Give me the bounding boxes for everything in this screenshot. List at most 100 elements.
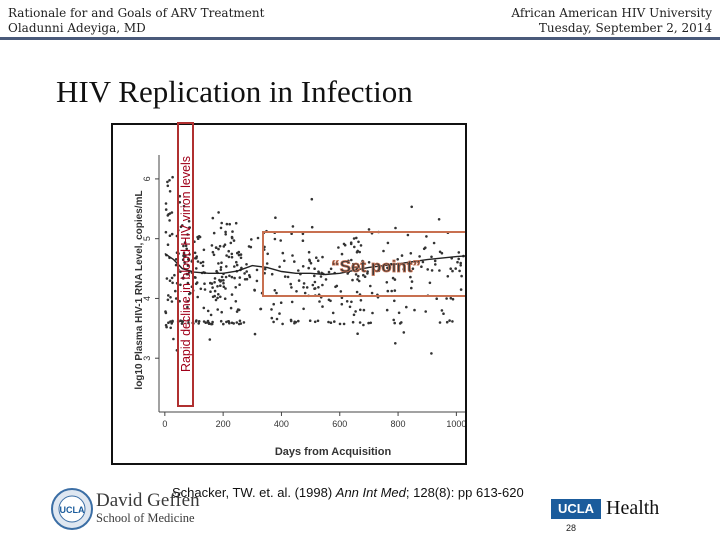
scatter-point <box>283 259 286 263</box>
scatter-point <box>174 258 178 261</box>
scatter-point <box>432 241 436 245</box>
scatter-point <box>196 260 200 263</box>
header-left: Rationale for and Goals of ARV Treatment… <box>8 6 264 36</box>
scatter-point <box>345 300 349 303</box>
scatter-point <box>340 296 344 299</box>
scatter-point <box>178 201 182 204</box>
scatter-point <box>181 258 185 261</box>
scatter-point <box>208 338 212 341</box>
scatter-point <box>425 235 428 238</box>
scatter-point <box>231 230 234 233</box>
scatter-point <box>202 320 206 323</box>
scatter-point <box>164 202 168 205</box>
scatter-point <box>211 286 214 289</box>
scatter-point <box>170 300 174 303</box>
scatter-point <box>291 254 294 257</box>
scatter-point <box>278 265 281 269</box>
scatter-point <box>435 297 439 300</box>
scatter-point <box>253 332 257 336</box>
scatter-point <box>400 254 404 257</box>
scatter-point <box>242 321 246 324</box>
scatter-point <box>308 258 311 262</box>
scatter-point <box>289 282 292 286</box>
scatter-point <box>307 250 311 254</box>
scatter-point <box>370 291 374 295</box>
scatter-point <box>301 239 305 242</box>
scatter-point <box>329 299 332 303</box>
scatter-point <box>313 267 316 270</box>
scatter-point <box>202 248 206 252</box>
scatter-point <box>186 281 190 285</box>
scatter-point <box>219 266 223 269</box>
scatter-point <box>243 278 247 281</box>
scatter-point <box>256 236 260 240</box>
x-ticks: 020040060080010001200 <box>162 412 465 429</box>
scatter-point <box>340 252 344 256</box>
scatter-point <box>219 268 223 272</box>
scatter-point <box>250 238 253 241</box>
scatter-point <box>279 239 282 242</box>
x-tick-label: 200 <box>216 419 231 429</box>
scatter-point <box>238 283 241 286</box>
scatter-point <box>366 272 369 275</box>
scatter-point <box>459 261 463 265</box>
scatter-point <box>451 269 454 273</box>
scatter-point <box>167 321 170 324</box>
scatter-point <box>210 322 214 326</box>
scatter-point <box>213 277 217 280</box>
scatter-point <box>377 269 381 273</box>
scatter-point <box>310 225 314 229</box>
scatter-point <box>329 321 333 324</box>
scatter-point <box>356 278 359 281</box>
scatter-point <box>181 224 184 227</box>
scatter-point <box>351 262 355 266</box>
scatter-point <box>362 323 365 327</box>
slide-title: HIV Replication in Infection <box>56 74 413 109</box>
scatter-point <box>180 322 184 325</box>
scatter-point <box>424 310 428 313</box>
scatter-point <box>209 313 213 317</box>
scatter-point <box>313 320 317 324</box>
scatter-point <box>286 275 290 279</box>
scatter-point <box>394 342 397 345</box>
scatter-point <box>234 221 238 225</box>
scatter-point <box>302 282 306 285</box>
x-tick-label: 800 <box>391 419 406 429</box>
scatter-point <box>228 274 231 278</box>
scatter-point <box>297 279 301 282</box>
scatter-point <box>367 228 371 231</box>
scatter-point <box>174 297 178 300</box>
scatter-point <box>245 263 248 266</box>
scatter-point <box>206 319 210 323</box>
scatter-point <box>218 244 222 248</box>
scatter-point <box>179 283 182 287</box>
y-ticks: 3 4 5 6 <box>142 176 159 361</box>
event-name: African American HIV University <box>511 6 712 20</box>
scatter-point <box>166 214 170 217</box>
set-point-label: “Set point” <box>331 257 421 276</box>
y-tick-label: 4 <box>142 296 152 301</box>
scatter-point <box>236 308 240 311</box>
scatter-point <box>324 278 328 281</box>
scatter-point <box>290 232 293 235</box>
y-tick-label: 3 <box>142 356 152 361</box>
scatter-point <box>421 260 425 264</box>
scatter-point <box>195 267 198 270</box>
scatter-point <box>178 194 182 198</box>
scatter-point <box>222 322 225 326</box>
scatter-point <box>182 244 185 248</box>
scatter-point <box>270 316 274 320</box>
y-tick-label: 5 <box>142 236 152 241</box>
page-number: 28 <box>566 523 577 533</box>
scatter-point <box>165 277 169 280</box>
scatter-point <box>248 274 251 277</box>
scatter-point <box>235 260 238 264</box>
scatter-point <box>393 321 397 325</box>
scatter-point <box>213 281 216 284</box>
header-right: African American HIV University Tuesday,… <box>511 6 712 36</box>
scatter-point <box>355 290 359 294</box>
scatter-point <box>400 321 403 324</box>
scatter-point <box>203 288 207 291</box>
scatter-point <box>402 267 406 271</box>
scatter-point <box>303 291 307 295</box>
